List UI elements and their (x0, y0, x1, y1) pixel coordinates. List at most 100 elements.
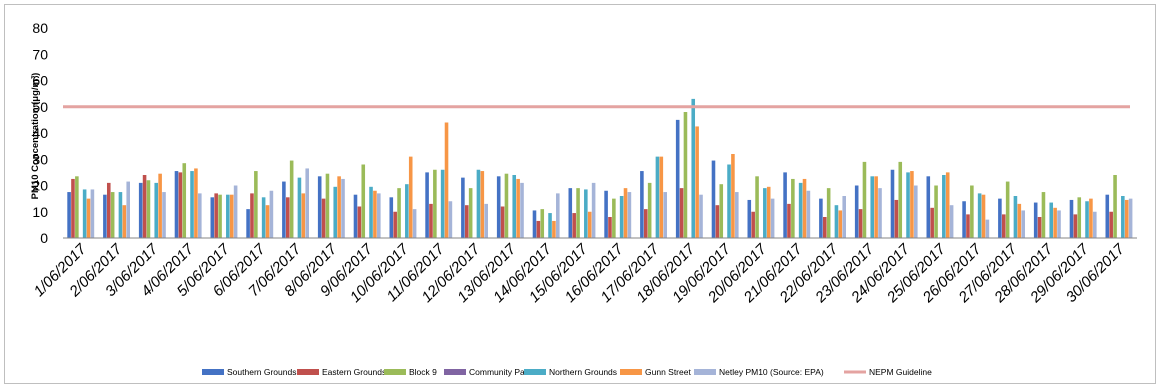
bar (735, 192, 739, 238)
bar (86, 198, 91, 239)
y-tick-label: 80 (32, 20, 48, 36)
bar (1093, 211, 1097, 238)
bar (285, 197, 290, 238)
bar (532, 210, 537, 238)
bar (842, 196, 846, 238)
bar (480, 171, 485, 238)
bar (802, 178, 807, 238)
bar (806, 190, 811, 238)
bar (584, 189, 588, 238)
bar (373, 190, 377, 238)
bar (226, 194, 230, 238)
y-tick-label: 40 (32, 125, 48, 141)
bar (1069, 199, 1074, 238)
bar (890, 169, 895, 238)
bar (878, 188, 882, 239)
bar (218, 194, 222, 238)
bar (1017, 203, 1022, 239)
bar (787, 203, 791, 239)
bar (174, 171, 179, 238)
bar (906, 172, 910, 239)
bar (970, 185, 974, 238)
bar (540, 209, 545, 239)
bar (934, 185, 938, 238)
bar (870, 176, 875, 238)
bar (675, 119, 680, 239)
bar (910, 171, 914, 238)
bar (1121, 196, 1125, 238)
x-axis-ticks: 1/06/20172/06/20173/06/20174/06/20175/06… (31, 240, 1129, 306)
bar (894, 199, 899, 238)
bar (576, 188, 580, 239)
bar (945, 172, 950, 239)
bar (118, 192, 123, 238)
bar (854, 185, 859, 238)
bar (763, 188, 767, 239)
bar (190, 171, 194, 238)
bar (269, 190, 274, 238)
bar (246, 209, 250, 239)
bar (138, 182, 143, 239)
bar (819, 198, 823, 239)
bar (798, 182, 803, 239)
bar (604, 190, 608, 238)
y-axis-ticks: 0 10 20 30 40 50 60 70 80 (32, 20, 48, 246)
bar (1089, 198, 1093, 239)
bar (998, 198, 1002, 239)
bar (822, 217, 827, 238)
legend-swatch (384, 369, 406, 375)
legend-label: Southern Grounds (227, 367, 296, 377)
bar (643, 209, 648, 239)
y-tick-label: 70 (32, 46, 48, 62)
bar (766, 186, 771, 238)
bar (90, 189, 95, 238)
legend-label: Gunn Street (645, 367, 691, 377)
bar (433, 169, 437, 238)
bar (254, 171, 258, 238)
bar (623, 188, 628, 239)
bar (640, 171, 644, 238)
bar (1041, 192, 1046, 238)
y-axis-label: PM10 Concentration (μg/m³) (30, 73, 41, 200)
bar (337, 176, 341, 238)
bar (977, 193, 982, 239)
bar (966, 214, 970, 239)
bar (214, 193, 218, 239)
bar (608, 217, 612, 238)
bar (683, 112, 688, 238)
bar (691, 98, 696, 239)
bar (341, 178, 345, 238)
bar-marks (67, 98, 1133, 239)
legend-swatch (297, 369, 319, 375)
bar (82, 189, 87, 238)
bar (1113, 175, 1117, 238)
bar (154, 182, 159, 239)
bar (587, 211, 592, 238)
bar (695, 126, 699, 238)
bar (1077, 197, 1082, 238)
bar (146, 180, 151, 238)
bar (325, 173, 330, 238)
bar (496, 176, 501, 238)
bar (791, 178, 795, 238)
bar (289, 160, 294, 238)
bar (751, 211, 755, 238)
bar (838, 210, 843, 238)
bar (834, 205, 839, 238)
bar (1105, 194, 1110, 238)
legend-swatch (444, 369, 466, 375)
bar (301, 193, 306, 239)
y-tick-label: 60 (32, 73, 48, 89)
bar (520, 182, 524, 239)
bar (1085, 201, 1089, 238)
bar (464, 205, 469, 238)
bar (233, 185, 238, 238)
bar (461, 177, 465, 239)
bar (377, 193, 381, 239)
bar (699, 194, 703, 238)
bar (655, 156, 660, 239)
bar (962, 201, 966, 238)
legend-label: NEPM Guideline (869, 367, 932, 377)
bar (858, 209, 863, 239)
